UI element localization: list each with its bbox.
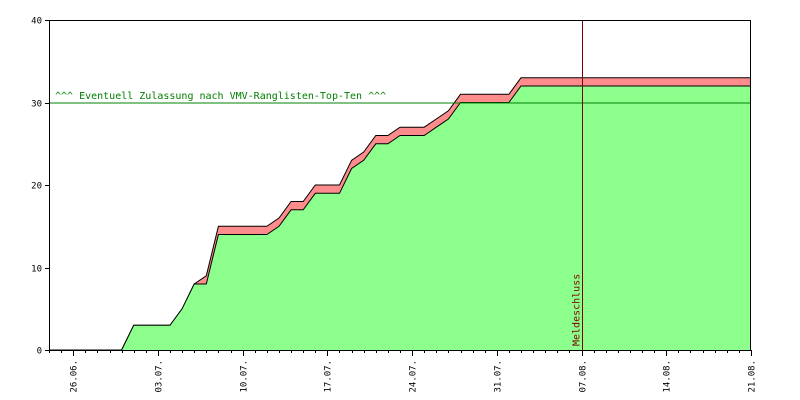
y-tick-label-2: 20 <box>31 182 42 192</box>
x-tick-label-0: 26.06. <box>70 360 80 393</box>
hline-label: ^^^ Eventuell Zulassung nach VMV-Ranglis… <box>55 91 386 102</box>
x-tick-label-8: 21.08. <box>748 360 758 393</box>
axes-layer: 0 10 20 30 40 26.06. 03.07. 10.07. 17.07. 24.07. 3… <box>31 17 757 393</box>
y-tick-label-0: 0 <box>37 347 42 357</box>
y-tick-label-1: 10 <box>31 265 42 275</box>
x-tick-label-4: 24.07. <box>409 360 419 393</box>
x-tick-label-2: 10.07. <box>240 360 250 393</box>
vline-label: Meldeschluss <box>572 274 583 346</box>
x-tick-label-3: 17.07. <box>324 360 334 393</box>
y-tick-label-3: 30 <box>31 100 42 110</box>
x-tick-label-6: 07.08. <box>579 360 589 393</box>
y-tick-label-4: 40 <box>31 17 42 27</box>
annotation-layer <box>49 20 751 350</box>
x-tick-label-5: 31.07. <box>494 360 504 393</box>
x-tick-label-1: 03.07. <box>155 360 165 393</box>
x-tick-label-7: 14.08. <box>663 360 673 393</box>
series-area-0 <box>49 86 751 350</box>
series-layer <box>49 77 751 351</box>
